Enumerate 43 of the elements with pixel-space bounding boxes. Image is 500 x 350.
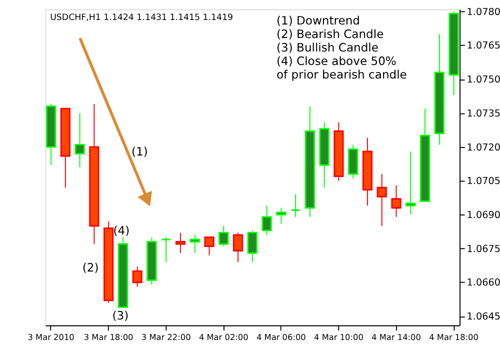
candlestick: [276, 207, 286, 224]
candlestick: [391, 184, 402, 218]
candlestick: [74, 112, 85, 168]
candlestick: [161, 236, 172, 263]
candlestick: [190, 234, 200, 254]
candlestick: [406, 150, 416, 216]
x-tick-label: 3 Mar 2010: [28, 332, 74, 342]
x-tick-label: 3 Mar 22:00: [141, 332, 191, 342]
y-tick-label: 1.0645: [466, 312, 500, 323]
annotation: (2): [82, 260, 99, 274]
candlestick: [204, 236, 214, 256]
x-tick-label: 4 Mar 10:00: [314, 332, 364, 342]
x-tick-label: 4 Mar 02:00: [198, 332, 248, 342]
candlestick: [218, 225, 229, 247]
x-tick-label: 4 Mar 14:00: [372, 332, 421, 342]
annotation: of prior bearish candle: [276, 68, 407, 82]
annotation: (3) Bullish Candle: [276, 40, 378, 55]
x-tick-label: 4 Mar 18:00: [429, 332, 478, 342]
annotation: (4): [113, 224, 130, 238]
y-tick-label: 1.0675: [466, 244, 500, 255]
y-tick-label: 1.0720: [466, 142, 500, 154]
candlestick: [132, 266, 142, 288]
candlestick: [262, 205, 272, 236]
x-tick-label: 3 Mar 18:00: [84, 332, 134, 342]
y-tick-label: 1.0750: [466, 74, 500, 86]
y-tick-label: 1.0705: [466, 176, 500, 188]
y-tick-label: 1.0780: [466, 6, 500, 18]
annotation: (2) Bearish Candle: [276, 27, 384, 42]
candlestick: [175, 232, 186, 254]
annotation: (1): [132, 144, 148, 159]
candlestick: [232, 232, 244, 263]
candlestick: [376, 174, 387, 226]
y-tick-label: 1.0735: [466, 108, 500, 120]
candlestick: [290, 194, 301, 218]
y-tick-label: 1.0660: [466, 278, 500, 289]
candlestick: [247, 230, 258, 263]
chart-title: USDCHF,H1 1.1424 1.1431 1.1415 1.1419: [50, 12, 234, 23]
y-tick-label: 1.0765: [466, 40, 500, 52]
x-tick-label: 4 Mar 06:00: [256, 332, 306, 342]
y-tick-label: 1.0690: [466, 210, 500, 222]
annotation: (4) Close above 50%: [276, 54, 396, 68]
annotation: (1) Downtrend: [276, 14, 360, 28]
annotation: (3): [112, 308, 129, 322]
